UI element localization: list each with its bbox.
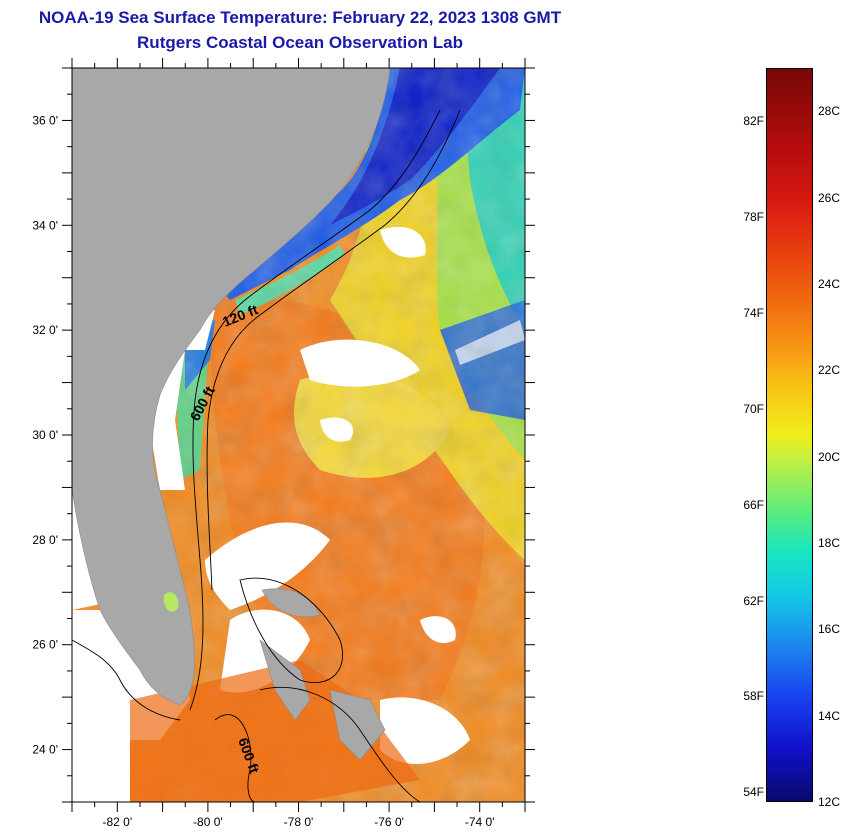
axis-ticks: -82 0' -80 0' -78 0' -76 0' -74 0' 36 0' 34 0'…: [32, 58, 535, 829]
colorbar-celsius-label: 26C: [818, 190, 841, 205]
lat-label: 32 0': [32, 323, 58, 337]
map-title: NOAA-19 Sea Surface Temperature: Februar…: [38, 8, 562, 27]
colorbar-celsius-label: 16C: [818, 622, 841, 637]
colorbar-fahrenheit-label: 82F: [743, 113, 764, 128]
map-subtitle: Rutgers Coastal Ocean Observation Lab: [137, 33, 463, 52]
colorbar-celsius-label: 12C: [818, 795, 841, 809]
colorbar-fahrenheit-label: 66F: [743, 497, 764, 512]
lat-label: 36 0': [32, 113, 58, 127]
lon-label: -78 0': [284, 815, 314, 829]
colorbar-celsius-label: 28C: [818, 104, 841, 119]
colorbar-celsius-label: 24C: [818, 276, 841, 291]
colorbar-fahrenheit-label: 78F: [743, 209, 764, 224]
colorbar-celsius-label: 22C: [818, 363, 841, 378]
colorbar-celsius-label: 14C: [818, 708, 841, 723]
colorbar-fahrenheit-label: 62F: [743, 593, 764, 608]
depth-contours: [72, 109, 461, 802]
lon-label: -82 0': [102, 815, 132, 829]
lat-label: 26 0': [32, 638, 58, 652]
lon-label: -76 0': [374, 815, 404, 829]
colorbar-fahrenheit-label: 58F: [743, 689, 764, 704]
land: [72, 68, 391, 761]
lat-label: 24 0': [32, 743, 58, 757]
colorbar-celsius-label: 18C: [818, 535, 841, 550]
lat-label: 28 0': [32, 533, 58, 547]
colorbar-celsius-label: 20C: [818, 449, 841, 464]
lon-label: -74 0': [465, 815, 495, 829]
colorbar-fahrenheit-label: 70F: [743, 401, 764, 416]
colorbar-fahrenheit-label: 54F: [743, 785, 764, 800]
colorbar-fahrenheit-label: 74F: [743, 305, 764, 320]
lon-label: -80 0': [193, 815, 223, 829]
lat-label: 34 0': [32, 218, 58, 232]
temperature-colorbar: [766, 68, 813, 802]
lat-label: 30 0': [32, 428, 58, 442]
